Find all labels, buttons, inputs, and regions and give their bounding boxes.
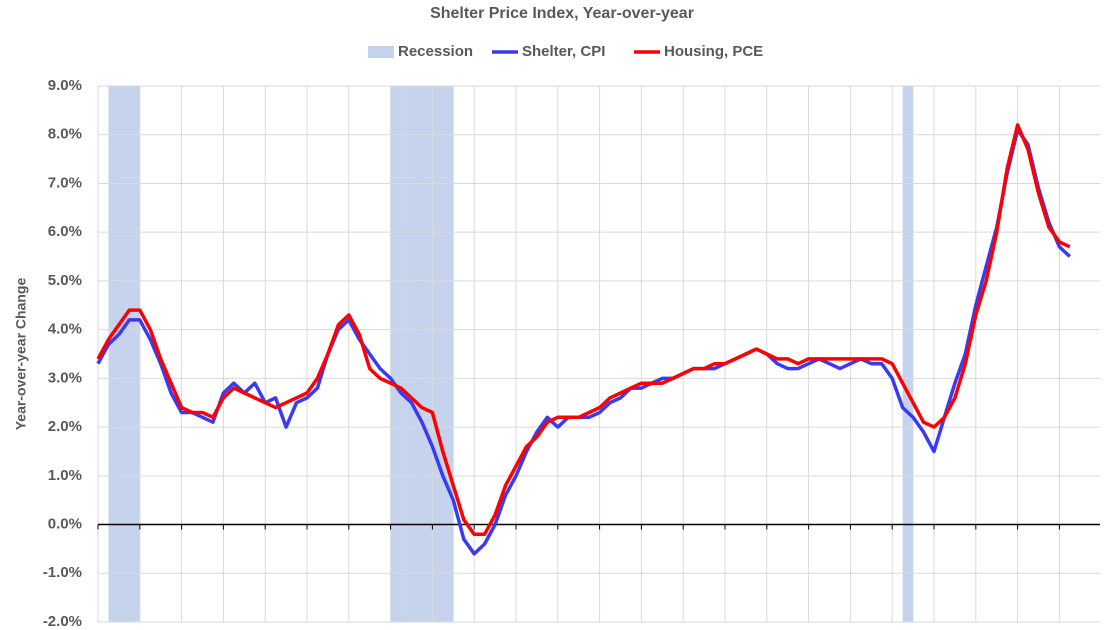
recession-band xyxy=(401,86,412,622)
legend-label: Recession xyxy=(398,43,473,60)
y-tick-label: 7.0% xyxy=(48,174,82,191)
recession-band xyxy=(902,86,914,622)
y-tick-label: 1.0% xyxy=(48,467,82,484)
y-tick-label: 0.0% xyxy=(48,516,82,533)
recession-band xyxy=(108,86,120,622)
recession-band xyxy=(390,86,402,622)
y-tick-label: 4.0% xyxy=(48,321,82,338)
legend-label: Shelter, CPI xyxy=(522,43,605,60)
y-tick-label: 8.0% xyxy=(48,126,82,143)
legend-label: Housing, PCE xyxy=(664,43,763,60)
recession-band xyxy=(442,86,454,622)
y-axis-label: Year-over-year Change xyxy=(13,278,29,431)
y-tick-label: 2.0% xyxy=(48,418,82,435)
y-tick-label: 3.0% xyxy=(48,369,82,386)
series-line xyxy=(96,128,1071,556)
chart-title: Shelter Price Index, Year-over-year xyxy=(430,5,694,22)
recession-band xyxy=(411,86,423,622)
recession-band xyxy=(118,86,130,622)
legend-swatch xyxy=(368,46,394,58)
recession-band xyxy=(432,86,444,622)
y-tick-label: -2.0% xyxy=(43,613,82,630)
recession-band xyxy=(129,86,141,622)
y-tick-label: 5.0% xyxy=(48,272,82,289)
y-tick-label: 9.0% xyxy=(48,77,82,94)
y-tick-label: -1.0% xyxy=(43,564,82,581)
y-tick-label: 6.0% xyxy=(48,223,82,240)
series-line xyxy=(96,123,1071,537)
recession-band xyxy=(421,86,433,622)
